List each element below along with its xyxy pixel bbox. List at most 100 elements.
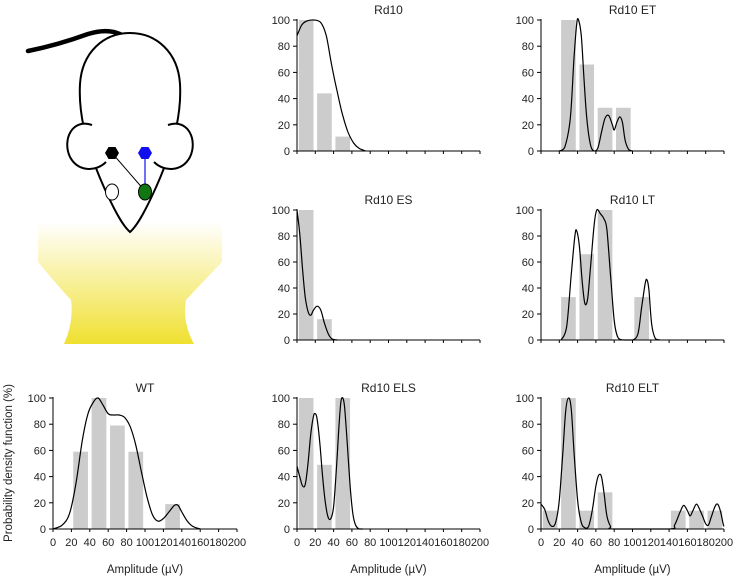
black-marker-icon [105, 147, 119, 159]
density-curve [560, 208, 661, 341]
y-tick-label: 20 [522, 498, 534, 510]
y-tick-label: 20 [522, 120, 534, 132]
x-tick-label: 20 [553, 537, 565, 549]
x-tick-label: 200 [471, 537, 489, 549]
panel-title: Rd10 ELS [361, 381, 416, 395]
blue-marker-icon [138, 147, 152, 159]
x-tick-label: 120 [642, 537, 660, 549]
density-curve [540, 397, 725, 530]
x-tick-label: 140 [660, 537, 678, 549]
x-tick-label: 20 [309, 537, 321, 549]
y-tick-label: 40 [522, 283, 534, 295]
y-tick-label: 0 [528, 146, 534, 158]
chart-panel: 0 20 40 60 80 100 Rd10 ES [272, 193, 481, 347]
density-curve [52, 397, 201, 530]
y-tick-label: 20 [34, 498, 46, 510]
chart-panel: 0 20 40 60 80 100 Rd10 [272, 3, 481, 158]
y-tick-label: 0 [528, 524, 534, 536]
mouse-right-ear [153, 122, 194, 170]
y-tick-label: 0 [40, 524, 46, 536]
histogram-bar [91, 398, 107, 529]
x-tick-label: 120 [398, 537, 416, 549]
histogram-bar [579, 254, 595, 340]
y-tick-label: 40 [278, 94, 290, 106]
y-tick-label: 20 [278, 498, 290, 510]
y-tick-label: 20 [522, 309, 534, 321]
y-tick-label: 40 [278, 283, 290, 295]
x-tick-label: 60 [590, 537, 602, 549]
histogram-bar [335, 136, 351, 151]
y-tick-label: 0 [284, 335, 290, 347]
histogram-bar [561, 398, 576, 529]
y-tick-label: 80 [278, 419, 290, 431]
mouse-head-schematic-icon [25, 28, 222, 344]
x-tick-label: 200 [715, 537, 733, 549]
x-tick-label: 100 [379, 537, 397, 549]
y-tick-label: 0 [284, 146, 290, 158]
y-tick-label: 60 [522, 257, 534, 269]
histogram-bar [298, 398, 314, 529]
chart-panel: 0 20 40 60 80 100 Rd10 LT [516, 193, 725, 347]
x-tick-label: 40 [84, 537, 96, 549]
histogram-bar [597, 492, 613, 529]
mouse-left-ear [66, 122, 107, 170]
x-tick-label: 60 [102, 537, 114, 549]
y-tick-label: 60 [278, 67, 290, 79]
x-tick-label: 180 [697, 537, 715, 549]
y-tick-label: 20 [278, 120, 290, 132]
green-eye-marker-icon [138, 183, 152, 201]
chart-panel: 0 20 40 60 80 100 Rd10 ET [516, 3, 725, 158]
mouse-head [78, 31, 182, 234]
y-tick-label: 40 [34, 472, 46, 484]
x-tick-label: 40 [327, 537, 339, 549]
y-tick-label: 100 [272, 393, 290, 405]
white-eye-marker-icon [105, 183, 119, 201]
panel-title: Rd10 [374, 3, 403, 17]
x-tick-label: 160 [678, 537, 696, 549]
x-tick-label: 0 [294, 537, 300, 549]
histogram-bar [317, 93, 332, 151]
x-tick-label: 180 [453, 537, 471, 549]
y-tick-label: 60 [34, 445, 46, 457]
y-tick-label: 60 [522, 445, 534, 457]
y-tick-label: 60 [278, 257, 290, 269]
histogram-bar [73, 451, 88, 529]
histogram-bar [689, 510, 704, 529]
density-curve [296, 209, 338, 341]
y-tick-label: 80 [522, 231, 534, 243]
histogram-bar [579, 510, 595, 529]
y-tick-label: 80 [278, 41, 290, 53]
panel-title: Rd10 LT [610, 193, 656, 207]
x-tick-label: 0 [50, 537, 56, 549]
y-tick-label: 40 [522, 472, 534, 484]
panel-title: WT [136, 381, 155, 395]
x-axis-label: Amplitude (µV) [107, 564, 183, 576]
density-curve [296, 397, 363, 530]
histogram-bar [561, 20, 576, 151]
x-tick-label: 160 [191, 537, 209, 549]
y-tick-label: 100 [516, 205, 534, 217]
y-tick-label: 100 [272, 205, 290, 217]
panel-title: Rd10 ET [609, 3, 657, 17]
y-tick-label: 100 [516, 393, 534, 405]
y-axis-label: Probability density function (%) [3, 384, 15, 542]
x-tick-label: 20 [65, 537, 77, 549]
y-tick-label: 40 [278, 472, 290, 484]
x-tick-label: 180 [209, 537, 227, 549]
y-tick-label: 0 [284, 524, 290, 536]
y-tick-label: 80 [278, 231, 290, 243]
histogram-bar [670, 510, 686, 529]
x-tick-label: 40 [571, 537, 583, 549]
histogram-bar [561, 297, 576, 340]
histogram-bar [128, 451, 144, 529]
x-tick-label: 60 [346, 537, 358, 549]
x-tick-label: 80 [608, 537, 620, 549]
y-tick-label: 100 [516, 15, 534, 27]
y-tick-label: 80 [34, 419, 46, 431]
histogram-bar [579, 64, 595, 151]
x-axis-label: Amplitude (µV) [350, 564, 426, 576]
